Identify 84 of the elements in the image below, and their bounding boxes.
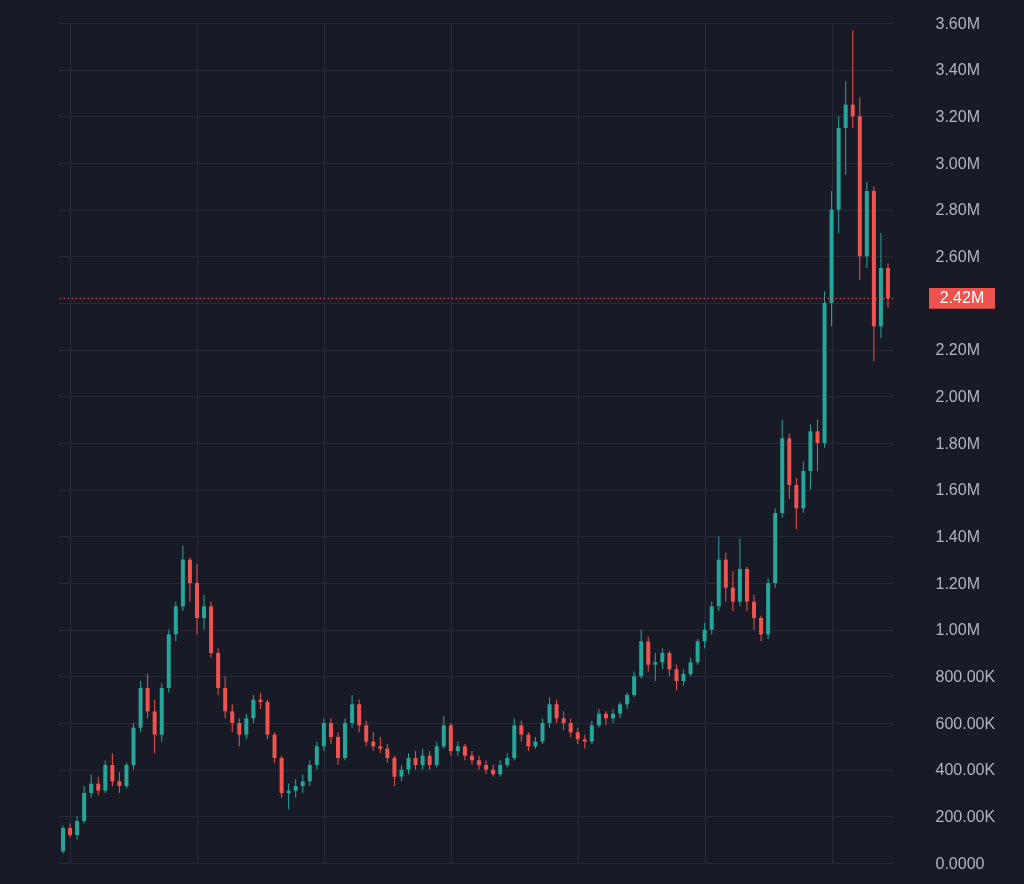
y-tick-label: 2.00M — [935, 387, 980, 405]
candlestick — [145, 673, 150, 719]
candlestick — [434, 741, 439, 768]
y-tick-label: 3.60M — [935, 14, 980, 32]
candlestick — [702, 622, 707, 649]
candlestick — [752, 594, 757, 631]
candlestick — [455, 741, 460, 757]
candlestick — [117, 771, 122, 794]
candlestick — [667, 650, 672, 677]
candlestick — [561, 710, 566, 731]
y-tick-label: 2.60M — [935, 247, 980, 265]
candlestick — [632, 671, 637, 698]
candlestick — [385, 743, 390, 764]
ref-line-label: 2.42M — [939, 289, 985, 307]
candlestick — [709, 601, 714, 635]
candlestick — [406, 752, 411, 775]
y-tick-label: 3.20M — [935, 107, 980, 125]
candlestick — [596, 708, 601, 729]
candlestick — [759, 615, 764, 642]
candlestick — [364, 720, 369, 747]
candlestick — [314, 741, 319, 771]
y-tick-label: 1.20M — [935, 574, 980, 592]
candlestick — [251, 694, 256, 724]
candlestick — [794, 477, 799, 530]
candlestick — [477, 755, 482, 771]
candlestick — [484, 759, 489, 775]
candlestick — [420, 748, 425, 771]
candlestick — [272, 731, 277, 764]
y-tick-label: 1.40M — [935, 527, 980, 545]
candlestick — [441, 715, 446, 750]
candlestick — [653, 652, 658, 682]
candlestick — [547, 696, 552, 729]
candlestick — [554, 699, 559, 724]
candlestick — [413, 750, 418, 771]
candlestick — [815, 419, 820, 472]
candlestick — [61, 825, 65, 855]
y-tick-label: 2.20M — [935, 341, 980, 359]
y-tick-label: 3.40M — [935, 61, 980, 79]
candlestick — [526, 731, 531, 752]
y-tick-label: 3.00M — [935, 154, 980, 172]
candlestick — [89, 773, 94, 799]
candlestick — [124, 762, 129, 789]
candlestick — [244, 713, 249, 740]
candlestick — [68, 822, 73, 838]
candlestick — [237, 717, 242, 747]
candlestick — [646, 636, 651, 673]
y-tick-label: 0.0000 — [935, 854, 985, 872]
candlestick — [230, 703, 235, 733]
candlestick — [321, 717, 326, 752]
candlestick — [540, 717, 545, 745]
y-tick-label: 800.00K — [935, 667, 996, 685]
candlestick — [96, 776, 101, 796]
candlestick — [688, 657, 693, 677]
y-tick-label: 1.60M — [935, 481, 980, 499]
y-tick-label: 1.80M — [935, 434, 980, 452]
candlestick — [293, 778, 298, 799]
candlestick — [300, 773, 305, 794]
y-tick-label: 400.00K — [935, 761, 996, 779]
y-tick-label: 2.80M — [935, 201, 980, 219]
candlestick — [152, 699, 157, 754]
candlestick — [660, 647, 665, 670]
candlestick — [357, 699, 362, 733]
candlestick — [336, 731, 340, 766]
candlestick — [307, 759, 312, 787]
candlestick — [350, 694, 355, 729]
candlestick — [110, 752, 115, 787]
candlestick — [850, 29, 855, 129]
candlestick — [589, 720, 594, 745]
candlestick — [519, 720, 524, 743]
candlestick — [75, 815, 80, 841]
y-tick-label: 200.00K — [935, 807, 996, 825]
candlestick — [568, 717, 573, 738]
candlestick — [843, 80, 848, 176]
y-tick-label: 600.00K — [935, 714, 996, 732]
candlestick — [223, 675, 228, 719]
candlestick — [328, 717, 333, 745]
candlestick — [187, 556, 192, 603]
candlestick — [730, 570, 735, 612]
candlestick — [427, 750, 432, 771]
y-tick-label: 1.00M — [935, 621, 980, 639]
candlestick — [202, 594, 207, 631]
candlestick — [674, 664, 679, 691]
candlestick — [392, 755, 397, 787]
candlestick — [695, 638, 700, 666]
